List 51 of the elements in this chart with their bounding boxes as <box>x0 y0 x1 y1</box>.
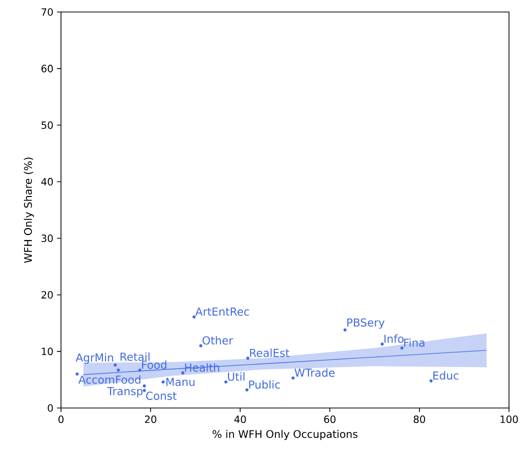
point <box>400 346 404 350</box>
point <box>199 344 202 348</box>
annotation: Public <box>249 380 280 389</box>
annotation: Retail <box>120 352 150 361</box>
point <box>138 368 142 372</box>
annotation: AccomFood <box>78 375 140 384</box>
annotation: Util <box>228 372 244 381</box>
y-tick-label: 60 <box>42 64 53 72</box>
annotation: WTrade <box>294 368 335 377</box>
point <box>246 356 250 360</box>
annotation: RealEst <box>250 348 290 358</box>
point <box>142 388 146 392</box>
point <box>181 371 184 375</box>
point <box>224 380 228 384</box>
annotation: Const <box>146 392 177 400</box>
point <box>142 384 146 388</box>
point <box>76 372 79 376</box>
annotation: Info <box>384 334 404 343</box>
annotation: Fina <box>404 338 424 347</box>
point <box>343 328 347 332</box>
annotation: PBSery <box>347 318 385 329</box>
annotation: Food <box>142 360 166 369</box>
point <box>429 379 433 382</box>
point <box>116 368 120 372</box>
point <box>114 363 117 367</box>
point <box>380 342 384 346</box>
y-tick-label: 20 <box>42 291 53 299</box>
annotation: Transp <box>107 387 143 398</box>
x-tick-label: 20 <box>144 416 156 424</box>
point <box>162 380 165 384</box>
point <box>291 376 295 380</box>
annotation: Manu <box>166 378 194 386</box>
point <box>192 315 196 319</box>
y-tick-label: 10 <box>42 348 53 356</box>
x-axis-title: % in WFH Only Occupations <box>212 430 358 440</box>
x-tick-label: 100 <box>500 416 518 424</box>
annotation: Educ <box>433 371 458 380</box>
y-tick-label: 0 <box>48 404 53 412</box>
annotation: ArtEntRec <box>195 308 249 316</box>
annotation: Other <box>202 336 234 345</box>
x-tick-label: 60 <box>324 416 336 424</box>
y-tick-label: 40 <box>41 178 53 186</box>
x-tick-label: 40 <box>234 416 246 424</box>
y-tick-label: 50 <box>42 121 53 129</box>
y-tick-label: 30 <box>42 234 53 242</box>
x-tick-label: 0 <box>58 416 64 424</box>
y-axis-title: WFH Only Share (%) <box>24 158 34 263</box>
point <box>245 388 249 392</box>
annotation: AgrMin <box>76 353 114 364</box>
x-tick-label: 80 <box>414 416 426 424</box>
y-tick-label: 70 <box>42 8 53 16</box>
